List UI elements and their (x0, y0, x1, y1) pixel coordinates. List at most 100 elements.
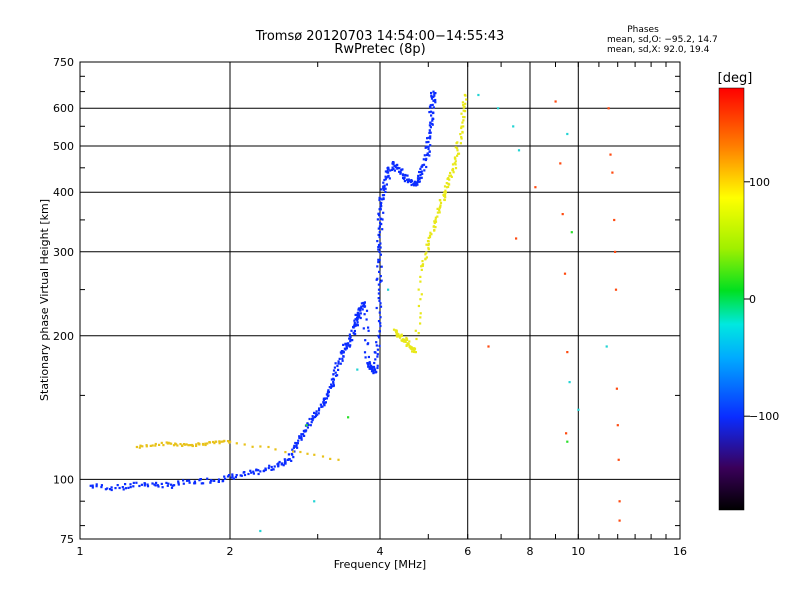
data-point (429, 104, 432, 107)
x-axis-ticks: 1 2 4 6 8 10 16 (77, 62, 687, 558)
data-point (298, 435, 301, 438)
data-point (394, 166, 397, 169)
data-point (432, 111, 435, 114)
data-point (432, 99, 435, 102)
data-point (217, 478, 221, 481)
data-point (359, 312, 362, 315)
data-point (378, 330, 381, 333)
data-point (477, 93, 480, 97)
data-point (376, 277, 379, 280)
y-axis-label: Stationary phase Virtual Height [km] (38, 199, 51, 401)
data-point (396, 163, 399, 166)
data-point (200, 482, 203, 485)
data-point (379, 246, 382, 249)
data-point (443, 191, 446, 194)
data-point (201, 442, 205, 446)
data-point (418, 177, 422, 180)
data-point (416, 177, 420, 180)
data-point (173, 484, 176, 487)
data-point (330, 385, 334, 388)
data-point (170, 483, 173, 486)
data-point (461, 121, 464, 124)
data-point (167, 441, 170, 444)
data-point (213, 479, 216, 482)
data-point (313, 411, 316, 414)
data-point (367, 326, 370, 329)
data-point (390, 168, 394, 171)
data-point (332, 369, 336, 372)
data-point (451, 163, 455, 166)
data-point (139, 444, 142, 447)
data-point (324, 397, 327, 400)
data-point (327, 394, 330, 397)
data-point (409, 346, 412, 349)
y-tick-label: 750 (53, 56, 74, 69)
data-point (449, 171, 452, 175)
data-point (143, 484, 146, 487)
data-point (410, 348, 413, 351)
data-point (448, 183, 451, 186)
data-point (395, 332, 398, 336)
data-point (429, 110, 433, 113)
data-point (135, 445, 138, 449)
data-point (386, 169, 389, 172)
data-point (460, 112, 463, 115)
data-point (384, 178, 387, 181)
data-point (613, 218, 616, 222)
data-point (456, 149, 459, 152)
data-point (280, 463, 284, 466)
data-point (392, 168, 395, 171)
data-point (373, 361, 376, 365)
y-tick-label: 400 (53, 186, 74, 199)
data-point (378, 231, 381, 234)
data-point (449, 174, 452, 177)
data-point (428, 111, 431, 114)
data-point (421, 263, 425, 266)
data-point (378, 311, 381, 314)
data-point (411, 180, 414, 183)
data-point (497, 107, 500, 110)
data-point (352, 325, 355, 329)
data-point (376, 240, 379, 243)
data-point (374, 370, 377, 374)
data-point (566, 440, 569, 443)
data-point (353, 321, 356, 324)
data-point (235, 442, 238, 445)
data-point (206, 442, 209, 445)
data-point (213, 442, 216, 445)
y-tick-label: 75 (60, 533, 74, 546)
data-point (132, 485, 135, 488)
data-point (277, 464, 280, 467)
data-point (166, 484, 169, 487)
x-tick-label: 1 (77, 545, 84, 558)
data-point (429, 137, 432, 140)
data-point (607, 107, 610, 110)
data-point (434, 226, 437, 229)
data-point (110, 488, 113, 492)
data-point (348, 345, 351, 348)
data-point (270, 468, 273, 471)
data-point (462, 119, 465, 122)
data-point (418, 180, 421, 183)
data-point (444, 193, 447, 196)
data-point (378, 208, 381, 211)
data-point (456, 147, 459, 150)
data-point (460, 126, 463, 130)
data-point (425, 141, 428, 144)
data-point (283, 458, 286, 461)
data-point (368, 367, 371, 370)
data-point (431, 122, 434, 126)
chart-subtitle: RwPretec (8p) (334, 42, 425, 57)
data-point (305, 429, 308, 432)
data-point (559, 162, 562, 165)
data-point (410, 183, 413, 187)
data-point (306, 423, 310, 426)
data-point (385, 183, 388, 186)
data-point (379, 324, 382, 328)
data-point (387, 167, 390, 170)
data-point (418, 170, 421, 174)
data-point (339, 351, 342, 354)
data-point (378, 299, 381, 302)
data-point (312, 417, 315, 420)
data-point (350, 329, 353, 332)
